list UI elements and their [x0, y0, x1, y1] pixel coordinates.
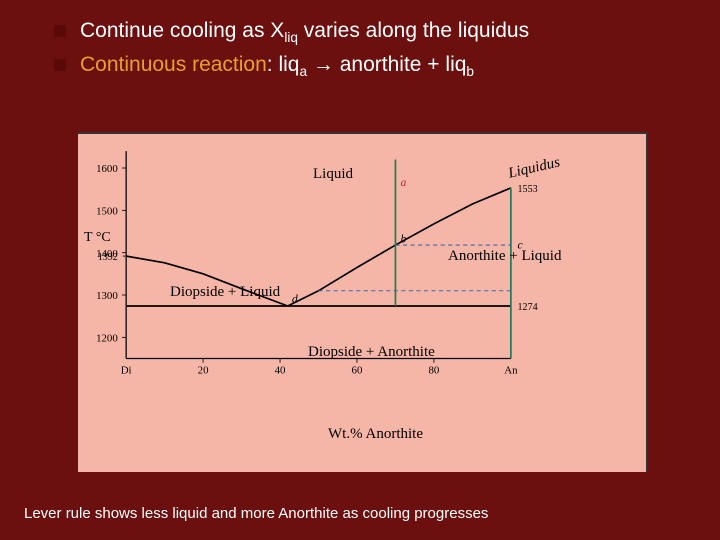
- region-liquid: Liquid: [313, 166, 353, 183]
- svg-text:b: b: [400, 233, 406, 246]
- svg-text:d: d: [292, 293, 298, 306]
- bullet-1-pre: Continue cooling as X: [80, 19, 284, 42]
- bullet-1-sub: liq: [284, 30, 298, 45]
- region-di-liq: Diopside + Liquid: [170, 284, 280, 301]
- svg-text:1274: 1274: [518, 302, 538, 313]
- region-an-liq: Anorthite + Liquid: [448, 248, 561, 265]
- bullet-2-arrow: →: [307, 53, 340, 76]
- bullet-2-sub2: b: [466, 64, 474, 79]
- svg-text:1300: 1300: [96, 290, 118, 302]
- phase-diagram: T °C 12001300140015001600139215531274204…: [78, 132, 648, 472]
- svg-text:1500: 1500: [96, 206, 118, 218]
- svg-text:20: 20: [198, 365, 209, 377]
- bullet-1: Continue cooling as Xliq varies along th…: [80, 18, 670, 46]
- svg-text:60: 60: [352, 365, 363, 377]
- svg-text:1600: 1600: [96, 163, 118, 175]
- svg-text:1553: 1553: [518, 184, 538, 195]
- x-axis-label: Wt.% Anorthite: [328, 426, 423, 443]
- svg-text:1200: 1200: [96, 333, 118, 345]
- svg-text:80: 80: [428, 365, 439, 377]
- svg-text:40: 40: [275, 365, 286, 377]
- bullet-1-post: varies along the liquidus: [298, 19, 529, 42]
- bullet-2-hl: Continuous reaction: [80, 53, 267, 76]
- bullet-2-mid2: anorthite + liq: [340, 53, 467, 76]
- bullet-2-mid1: : liq: [267, 53, 300, 76]
- footer-caption: Lever rule shows less liquid and more An…: [24, 505, 488, 522]
- region-di-an: Diopside + Anorthite: [308, 344, 435, 361]
- bullet-2: Continuous reaction: liqa → anorthite + …: [80, 52, 670, 80]
- svg-text:Di: Di: [121, 365, 132, 377]
- svg-text:1392: 1392: [98, 252, 118, 263]
- bullet-2-sub1: a: [299, 64, 307, 79]
- svg-text:An: An: [504, 365, 518, 377]
- svg-text:a: a: [400, 176, 406, 189]
